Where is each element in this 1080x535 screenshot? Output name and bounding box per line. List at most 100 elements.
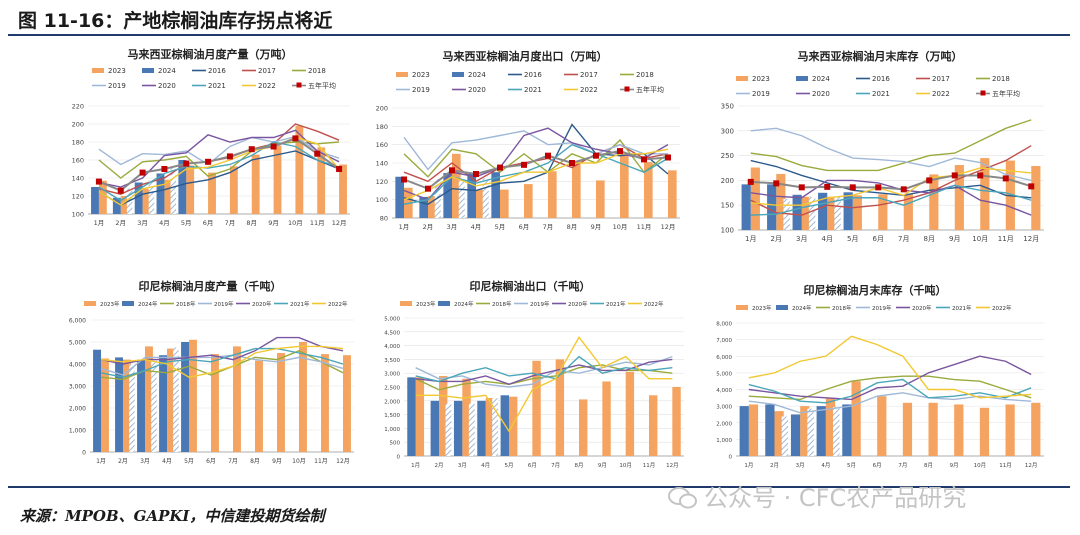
bar-2023-11: [317, 147, 326, 214]
line-五年平均: [750, 174, 1032, 191]
avg-marker-3: [139, 169, 146, 176]
avg-marker-4: [824, 183, 831, 190]
x-tick-label: 11月: [643, 462, 656, 469]
x-tick-label: 11月: [999, 462, 1012, 469]
x-tick-label: 1月: [94, 219, 105, 227]
bar-2023-2: [123, 359, 131, 452]
watermark: 公众号 · CFC农产品研究: [668, 478, 966, 513]
x-tick-label: 8月: [567, 223, 578, 231]
line-2021年: [748, 378, 1032, 404]
legend-label: 2024: [812, 75, 830, 83]
chart-title: 印尼棕榈油月度产量（千吨）: [139, 279, 282, 293]
x-tick-label: 4月: [821, 462, 830, 469]
bar-2023-3: [462, 378, 471, 456]
y-tick-label: 2,500: [384, 386, 400, 392]
bar-2023-2: [120, 196, 129, 214]
bar-2024-1: [91, 187, 99, 214]
legend-label: 2019: [752, 90, 770, 98]
line-2022年: [415, 336, 673, 433]
bar-2023-10: [295, 125, 304, 214]
x-tick-label: 6月: [873, 235, 884, 243]
avg-marker-12: [665, 154, 671, 161]
bottom-rule: [8, 486, 1070, 488]
x-tick-label: 8月: [250, 458, 260, 465]
x-tick-label: 6月: [519, 223, 530, 231]
x-tick-label: 12月: [1025, 462, 1038, 469]
bar-2023-8: [929, 174, 939, 230]
bar-2023-4: [167, 348, 175, 452]
x-tick-label: 3月: [796, 462, 805, 469]
bar-2023-9: [602, 381, 611, 456]
bar-2024-2: [419, 196, 428, 218]
y-tick-label: 4,000: [716, 388, 732, 394]
watermark-text: 公众号 · CFC农产品研究: [704, 484, 967, 512]
x-tick-label: 8月: [575, 462, 584, 469]
legend-label: 2019年: [214, 300, 234, 308]
source-note: 来源：MPOB、GAPKI，中信建投期货绘制: [20, 507, 325, 525]
bar-2023-4: [476, 189, 485, 218]
avg-marker-11: [1002, 175, 1009, 182]
bar-2023-8: [579, 399, 588, 456]
legend-marker: [980, 90, 986, 96]
x-tick-label: 2月: [118, 458, 128, 465]
x-tick-label: 2月: [423, 223, 434, 231]
legend-label: 2023: [412, 71, 430, 79]
x-tick-label: 7月: [228, 458, 238, 465]
bar-2023-7: [233, 346, 241, 452]
legend-label: 2024年: [454, 300, 474, 308]
bar-2023-10: [620, 155, 629, 218]
bar-2023-6: [877, 396, 887, 456]
bar-2024-2: [765, 404, 775, 456]
legend-swatch: [84, 301, 96, 306]
x-tick-label: 5月: [181, 219, 192, 227]
x-tick-label: 1月: [745, 235, 756, 243]
y-tick-label: 140: [72, 175, 84, 183]
avg-marker-5: [183, 160, 190, 167]
legend-label: 2024年: [138, 300, 158, 308]
y-tick-label: 8,000: [716, 322, 732, 328]
bar-2023-12: [672, 387, 681, 456]
bar-2023-5: [189, 339, 197, 452]
y-tick-label: 120: [72, 193, 84, 201]
bar-2023-2: [439, 375, 448, 456]
bar-2023-11: [321, 354, 329, 452]
legend-label: 2022年: [644, 300, 664, 308]
legend-label: 五年平均: [308, 81, 336, 90]
x-tick-label: 9月: [949, 235, 960, 243]
bar-2024-4: [816, 406, 826, 456]
bar-2023-9: [954, 165, 964, 230]
legend-label: 2024年: [792, 304, 812, 312]
y-tick-label: 3,500: [384, 358, 400, 364]
x-tick-label: 6月: [203, 219, 214, 227]
legend-swatch: [438, 301, 450, 306]
legend-label: 2020年: [568, 300, 588, 308]
avg-marker-1: [747, 178, 754, 185]
legend-swatch: [142, 68, 154, 73]
chart-title: 马来西亚棕榈油月度出口（万吨）: [443, 49, 608, 63]
line-五年平均: [98, 137, 340, 192]
x-tick-label: 5月: [495, 223, 506, 231]
y-tick-label: 6,000: [716, 355, 732, 361]
avg-marker-6: [875, 184, 882, 191]
bar-2023-1: [415, 377, 425, 456]
bar-2023-4: [164, 179, 173, 214]
x-tick-label: 8月: [924, 235, 935, 243]
legend-label: 2023: [752, 75, 770, 83]
x-tick-label: 5月: [847, 462, 856, 469]
line-2020: [403, 127, 669, 201]
legend-label: 2019: [412, 86, 430, 94]
legend-label: 五年平均: [992, 89, 1020, 98]
legend-swatch: [796, 76, 808, 81]
legend-label: 2018: [308, 67, 326, 75]
legend-label: 2020年: [912, 304, 932, 312]
bar-2023-5: [186, 165, 195, 214]
avg-marker-6: [521, 161, 527, 168]
avg-marker-6: [205, 158, 212, 165]
bar-2023-10: [299, 342, 307, 452]
x-tick-label: 1月: [96, 458, 106, 465]
hatched-bar-4: [148, 180, 155, 214]
avg-marker-2: [773, 180, 780, 187]
x-tick-label: 12月: [336, 458, 350, 465]
bar-2023-3: [145, 346, 153, 452]
avg-marker-10: [977, 172, 984, 179]
